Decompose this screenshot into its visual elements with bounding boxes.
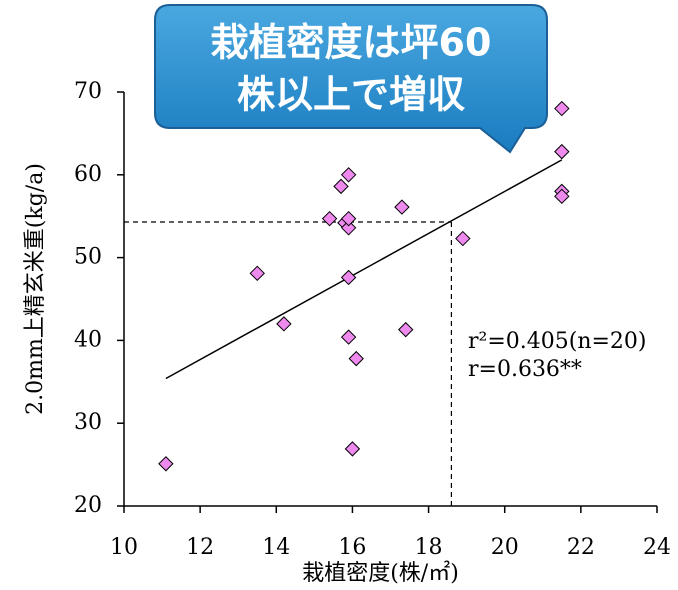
x-tick-label: 24 (643, 535, 671, 560)
y-tick-label: 60 (74, 162, 102, 187)
point (398, 321, 414, 338)
x-tick-label: 18 (415, 535, 443, 560)
point (333, 178, 349, 195)
point (340, 269, 357, 286)
x-tick-label: 10 (110, 535, 138, 560)
point (394, 199, 410, 215)
point (344, 441, 361, 457)
trendline (165, 159, 563, 380)
callout-text: 栽植密度は坪60 (211, 21, 492, 65)
x-tick-label: 16 (338, 535, 366, 560)
x-tick-label: 20 (491, 535, 519, 560)
stat-annotation: r=0.636** (468, 357, 582, 382)
point (348, 350, 364, 367)
point (340, 210, 357, 227)
y-tick-label: 40 (74, 327, 102, 352)
x-tick-label: 14 (262, 535, 290, 560)
y-tick-label: 20 (74, 493, 102, 518)
point (554, 143, 570, 160)
callout-text: 株以上で増収 (237, 73, 465, 117)
y-tick-label: 70 (74, 79, 102, 104)
point (554, 188, 570, 205)
x-axis-label: 栽植密度(株/㎡) (302, 560, 459, 586)
point (340, 220, 357, 236)
point (321, 210, 338, 227)
y-tick-label: 50 (74, 245, 102, 270)
callout-box (154, 4, 548, 154)
stat-annotation: r²=0.405(n=20) (468, 329, 647, 354)
y-tick-label: 30 (74, 410, 102, 435)
point (554, 100, 570, 117)
point (455, 230, 471, 247)
x-tick-label: 22 (567, 535, 595, 560)
point (158, 456, 174, 472)
point (340, 329, 357, 345)
y-axis-label: 2.0mm上精玄米重(kg/a) (23, 163, 48, 415)
point (340, 167, 357, 183)
x-tick-label: 12 (186, 535, 214, 560)
point (249, 265, 265, 282)
point (276, 316, 292, 332)
